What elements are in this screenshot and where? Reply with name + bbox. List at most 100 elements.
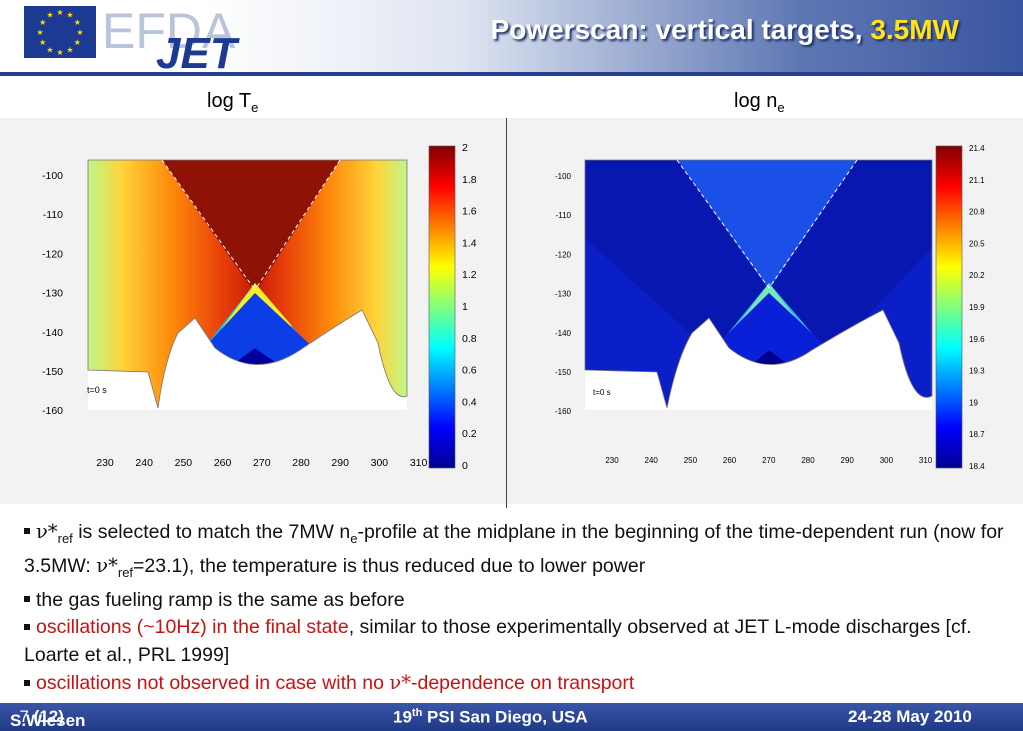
title-main: Powerscan: vertical targets, — [490, 14, 871, 45]
colorbar-tick-label: 0.2 — [462, 428, 477, 440]
bullet-marker — [24, 528, 30, 535]
y-tick-label: -110 — [556, 211, 572, 220]
footer-page-number: 7 — [19, 707, 29, 726]
right-colorbar-ticks: 21.4 21.1 20.8 20.5 20.2 19.9 19.6 19.3 19 18.7 18… — [969, 144, 985, 471]
log-te-plot: t=0 s -100 -110 -120 -130 -140 -150 -160 230 24… — [42, 142, 477, 472]
colorbar-tick-label: 20.5 — [969, 239, 985, 248]
left-label-main: log T — [207, 90, 252, 112]
footer-conf-num: 19 — [393, 707, 412, 727]
star-icon: ★ — [46, 11, 53, 20]
star-icon: ★ — [39, 18, 46, 27]
nu-symbol: ν* — [36, 520, 58, 543]
footer-author: S.Wiesen — [10, 711, 86, 730]
x-tick-label: 270 — [253, 457, 271, 469]
colorbar-tick-label: 1.4 — [462, 237, 477, 249]
left-time-label: t=0 s — [87, 385, 107, 395]
star-icon: ★ — [46, 45, 53, 54]
x-tick-label: 270 — [762, 456, 776, 465]
bullet-marker — [24, 623, 30, 630]
logo-jet-text: JET — [156, 29, 240, 70]
left-colorbar-ticks: 2 1.8 1.6 1.4 1.2 1 0.8 0.6 0.4 0.2 0 — [462, 142, 477, 472]
y-tick-label: -130 — [42, 288, 63, 300]
footer-conference: 19th PSI San Diego, USA — [393, 707, 588, 728]
nu-symbol: ν* — [389, 671, 411, 695]
y-tick-label: -160 — [42, 405, 63, 417]
y-tick-label: -120 — [555, 250, 572, 259]
x-tick-label: 260 — [723, 456, 737, 465]
star-icon: ★ — [39, 38, 46, 47]
footer-page-total: (12) — [33, 707, 64, 726]
bullet-4-highlight-b: -dependence on transport — [410, 672, 635, 695]
x-tick-label: 250 — [684, 456, 698, 465]
y-tick-label: -120 — [42, 248, 63, 260]
colorbar-tick-label: 0.4 — [462, 396, 477, 408]
footer-bar: S.Wiesen 7 (12) 19th PSI San Diego, USA … — [0, 703, 1023, 731]
right-y-axis: -100 -110 -120 -130 -140 -150 -160 — [555, 172, 572, 416]
y-tick-label: -140 — [555, 329, 572, 338]
x-tick-label: 260 — [214, 457, 232, 469]
colorbar-tick-label: 19.9 — [969, 303, 985, 312]
left-y-axis: -100 -110 -120 -130 -140 -150 -160 — [42, 170, 63, 417]
colorbar-tick-label: 20.2 — [969, 271, 985, 280]
right-label-main: log n — [734, 90, 778, 112]
colorbar-tick-label: 0 — [462, 460, 468, 472]
star-icon: ★ — [74, 38, 81, 47]
x-tick-label: 280 — [801, 456, 815, 465]
right-time-label: t=0 s — [593, 388, 611, 397]
bullet-list: ν*ref is selected to match the 7MW ne-pr… — [24, 518, 1014, 698]
y-tick-label: -150 — [555, 368, 572, 377]
left-plot-label: log Te — [207, 90, 258, 115]
logo-efda-text: EFDA — [102, 4, 236, 59]
bullet-4-highlight-a: oscillations not observed in case with n… — [36, 672, 390, 695]
right-colorbar — [935, 145, 963, 469]
bullet-1-text-c: =23.1), the temperature is thus reduced … — [133, 555, 646, 578]
y-tick-label: -160 — [555, 407, 572, 416]
colorbar-tick-label: 0.6 — [462, 365, 477, 377]
bullet-3: oscillations (~10Hz) in the final state,… — [24, 614, 1014, 669]
plot-divider — [506, 118, 507, 508]
x-tick-label: 310 — [919, 456, 933, 465]
footer-conf-rest: PSI San Diego, USA — [422, 707, 588, 727]
bullet-1-text-b: -profile at the midplane in the beginnin… — [24, 521, 1004, 578]
bullet-3-text: , similar to those experimentally observ… — [24, 616, 972, 666]
colorbar-tick-label: 1.8 — [462, 174, 477, 186]
y-tick-label: -150 — [42, 366, 63, 378]
left-x-axis: 230 240 250 260 270 280 290 300 310 — [96, 457, 427, 469]
colorbar-tick-label: 21.1 — [969, 176, 985, 185]
colorbar-tick-label: 19.3 — [969, 367, 985, 376]
x-tick-label: 230 — [605, 456, 619, 465]
colorbar-tick-label: 1 — [462, 301, 468, 313]
bullet-2: the gas fueling ramp is the same as befo… — [24, 587, 1014, 615]
x-tick-label: 300 — [880, 456, 894, 465]
x-tick-label: 310 — [410, 457, 428, 469]
efda-jet-logo: ★ ★ ★ ★ ★ ★ ★ ★ ★ ★ ★ ★ EFDA JET — [6, 3, 286, 78]
bullet-marker — [24, 679, 30, 686]
bullet-marker — [24, 596, 30, 603]
right-plot-label: log ne — [734, 90, 785, 115]
colorbar-tick-label: 0.8 — [462, 333, 477, 345]
colorbar-tick-label: 18.4 — [969, 462, 985, 471]
colorbar-tick-label: 19 — [969, 398, 978, 407]
left-label-sub: e — [251, 100, 259, 115]
x-tick-label: 230 — [96, 457, 114, 469]
right-x-axis: 230 240 250 260 270 280 290 300 310 — [605, 456, 932, 465]
star-icon: ★ — [76, 28, 83, 37]
nu-symbol: ν* — [96, 554, 118, 578]
bullet-2-text: the gas fueling ramp is the same as befo… — [36, 588, 405, 611]
sub-e: e — [350, 530, 358, 546]
sub-ref: ref — [57, 530, 73, 546]
footer-author-page: S.Wiesen 7 (12) — [10, 707, 85, 730]
log-ne-plot: t=0 s -100 -110 -120 -130 -140 -150 -160 230 24… — [555, 144, 985, 471]
x-tick-label: 300 — [371, 457, 389, 469]
y-tick-label: -140 — [42, 327, 63, 339]
star-icon: ★ — [36, 28, 43, 37]
y-tick-label: -130 — [555, 290, 572, 299]
star-icon: ★ — [74, 18, 81, 27]
x-tick-label: 240 — [645, 456, 659, 465]
x-tick-label: 250 — [175, 457, 193, 469]
y-tick-label: -100 — [42, 170, 63, 182]
header-bar — [0, 0, 1023, 72]
y-tick-label: -100 — [555, 172, 572, 181]
sub-ref: ref — [117, 565, 134, 581]
star-icon: ★ — [66, 45, 73, 54]
